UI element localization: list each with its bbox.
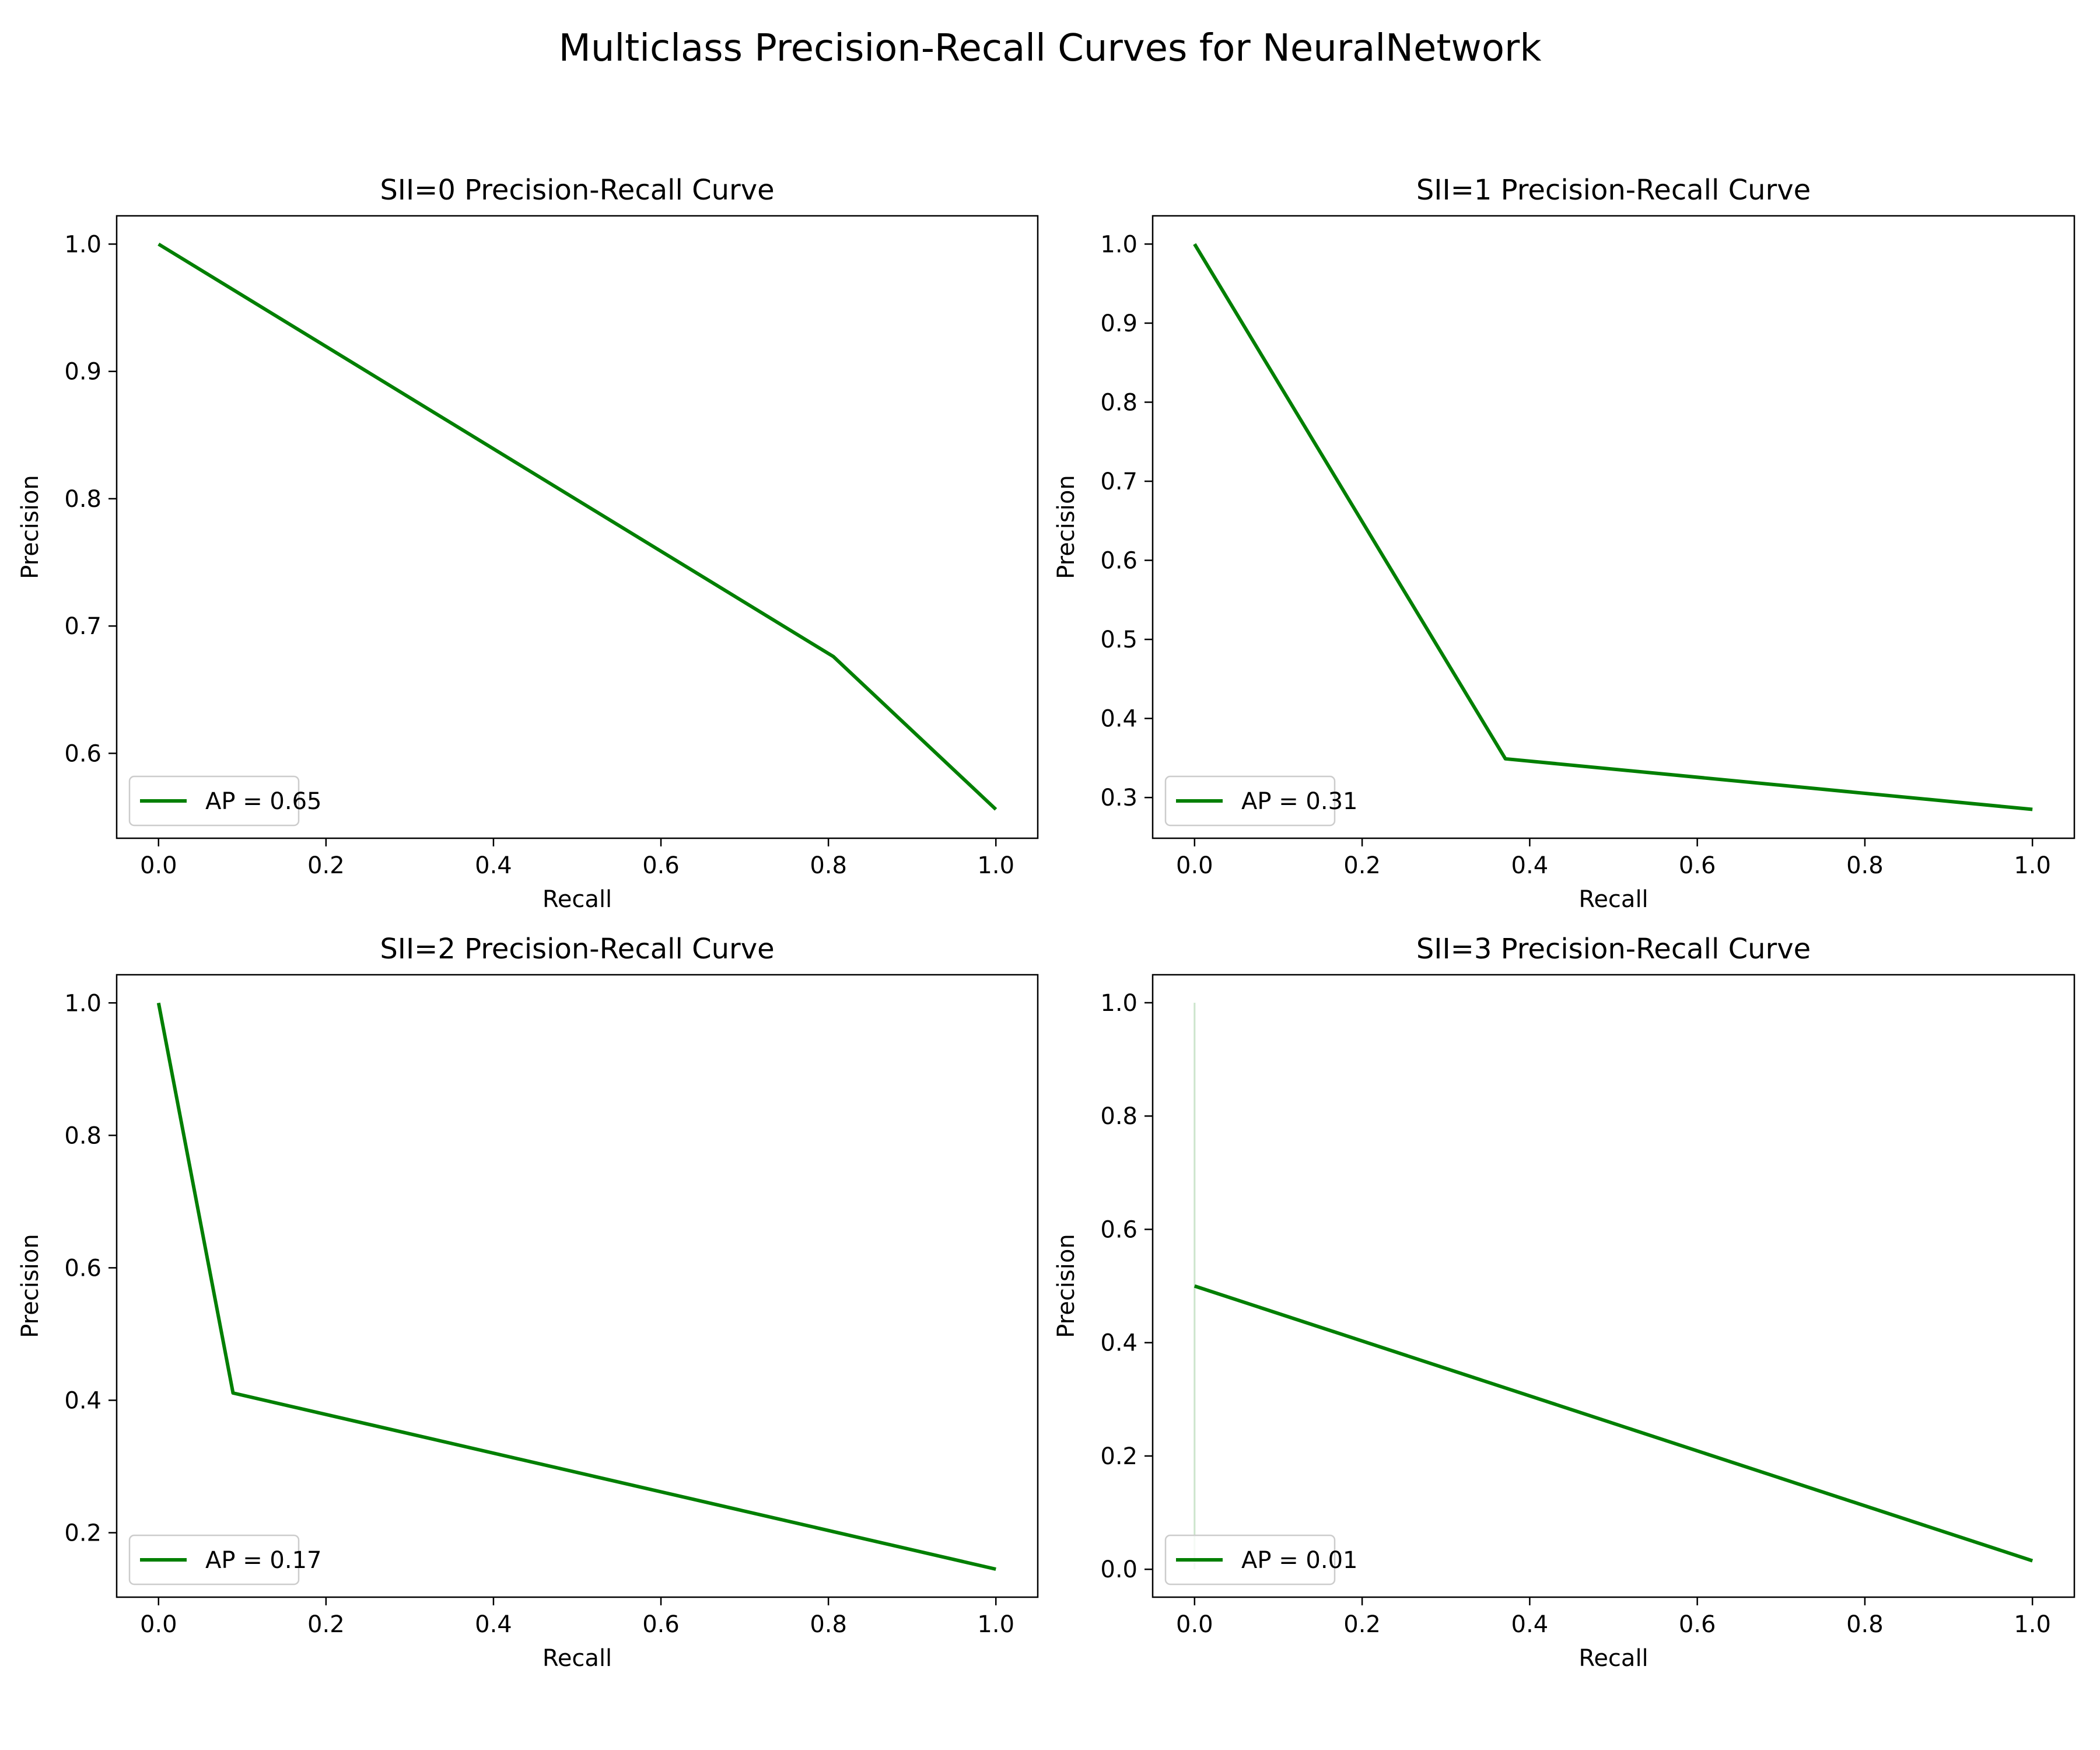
x-tick-label: 0.2 [1343, 1611, 1381, 1638]
y-tick-label: 0.8 [1100, 1103, 1138, 1130]
y-tick-label: 0.2 [1100, 1443, 1138, 1470]
x-tick-label: 1.0 [2014, 852, 2051, 879]
pr-curve-line [158, 242, 998, 811]
x-axis-label: Recall [1578, 886, 1648, 913]
y-tick-label: 0.4 [64, 1387, 102, 1414]
x-tick-label: 0.8 [810, 852, 847, 879]
legend: AP = 0.65 [128, 775, 322, 827]
figure-title: Multiclass Precision-Recall Curves for N… [559, 27, 1542, 70]
y-tick-label: 1.0 [1100, 231, 1138, 258]
y-tick-label: 0.0 [1100, 1556, 1138, 1583]
x-tick-label: 0.4 [1511, 852, 1549, 879]
x-tick-label: 0.8 [1846, 852, 1884, 879]
axes-frame [1152, 215, 2076, 839]
legend-box [128, 1534, 300, 1586]
y-tick-label: 0.3 [1100, 785, 1138, 811]
y-tick-label: 0.6 [1100, 1216, 1138, 1243]
x-tick-label: 0.0 [1176, 852, 1213, 879]
y-tick-label: 0.9 [1100, 310, 1138, 337]
subplot-title: SII=3 Precision-Recall Curve [1416, 933, 1811, 965]
y-axis-label: Precision [1053, 475, 1080, 579]
legend-label: AP = 0.01 [1241, 1547, 1358, 1574]
y-tick-label: 1.0 [64, 231, 102, 258]
x-tick-label: 0.2 [307, 1611, 345, 1638]
legend-label: AP = 0.17 [205, 1547, 322, 1574]
subplot-title: SII=0 Precision-Recall Curve [380, 174, 774, 206]
subplot-title: SII=2 Precision-Recall Curve [380, 933, 774, 965]
legend-label: AP = 0.65 [205, 788, 322, 815]
x-tick-label: 0.4 [475, 852, 512, 879]
x-tick-label: 0.0 [140, 1611, 177, 1638]
x-tick-label: 1.0 [2014, 1611, 2051, 1638]
y-tick-label: 0.7 [1100, 468, 1138, 495]
x-tick-label: 0.8 [1846, 1611, 1884, 1638]
x-tick-label: 0.2 [307, 852, 345, 879]
legend-label: AP = 0.31 [1241, 788, 1358, 815]
y-tick-label: 0.8 [64, 1122, 102, 1149]
subplot-2: SII=2 Precision-Recall Curve 0.0 0.2 0.4 0.6… [17, 933, 1039, 1672]
y-tick-label: 0.6 [64, 1255, 102, 1282]
y-axis-label: Precision [1053, 1234, 1080, 1338]
x-axis-label: Recall [1578, 1645, 1648, 1672]
y-axis-label: Precision [17, 1234, 44, 1338]
y-tick-label: 0.6 [64, 740, 102, 767]
legend-box [1164, 1534, 1336, 1586]
y-tick-label: 1.0 [1100, 990, 1138, 1017]
legend: AP = 0.31 [1164, 775, 1358, 827]
y-tick-label: 0.9 [64, 359, 102, 386]
x-tick-label: 0.4 [1511, 1611, 1549, 1638]
subplot-1: SII=1 Precision-Recall Curve 0.0 0.2 0.4 0.6… [1053, 174, 2076, 913]
subplot-3: SII=3 Precision-Recall Curve 0.0 0.2 0.4 0.6… [1053, 933, 2076, 1672]
axes-frame [116, 974, 1039, 1598]
x-tick-label: 1.0 [977, 852, 1014, 879]
pr-curve-line [1194, 1284, 2034, 1563]
pr-curve-line [1193, 243, 2033, 811]
y-tick-label: 0.4 [1100, 1330, 1138, 1357]
x-axis-label: Recall [542, 1645, 612, 1672]
y-tick-label: 0.7 [64, 613, 102, 640]
x-tick-label: 0.6 [1679, 1611, 1716, 1638]
x-tick-label: 0.8 [810, 1611, 847, 1638]
legend: AP = 0.17 [128, 1534, 322, 1586]
y-axis-label: Precision [17, 475, 44, 579]
x-tick-label: 0.6 [642, 1611, 680, 1638]
x-tick-label: 0.6 [1679, 852, 1716, 879]
y-tick-label: 0.8 [64, 486, 102, 513]
y-tick-label: 0.6 [1100, 548, 1138, 575]
x-tick-label: 1.0 [977, 1611, 1014, 1638]
x-tick-label: 0.0 [140, 852, 177, 879]
y-tick-label: 0.4 [1100, 706, 1138, 733]
legend-box [1164, 775, 1336, 827]
x-tick-label: 0.4 [475, 1611, 512, 1638]
x-tick-label: 0.2 [1343, 852, 1381, 879]
y-tick-label: 0.5 [1100, 626, 1138, 653]
legend: AP = 0.01 [1164, 1534, 1358, 1586]
y-tick-label: 1.0 [64, 990, 102, 1017]
pr-curve-line [156, 1002, 996, 1571]
axes-frame [1152, 974, 2076, 1598]
legend-box [128, 775, 300, 827]
subplot-grid: SII=0 Precision-Recall Curve 0.0 0.2 0.4 0.6… [17, 174, 2076, 1672]
axes-frame [116, 215, 1039, 839]
subplot-title: SII=1 Precision-Recall Curve [1416, 174, 1811, 206]
y-tick-label: 0.2 [64, 1520, 102, 1547]
x-axis-label: Recall [542, 886, 612, 913]
x-tick-label: 0.0 [1176, 1611, 1213, 1638]
y-tick-label: 0.8 [1100, 389, 1138, 416]
x-tick-label: 0.6 [642, 852, 680, 879]
subplot-0: SII=0 Precision-Recall Curve 0.0 0.2 0.4 0.6… [17, 174, 1039, 913]
